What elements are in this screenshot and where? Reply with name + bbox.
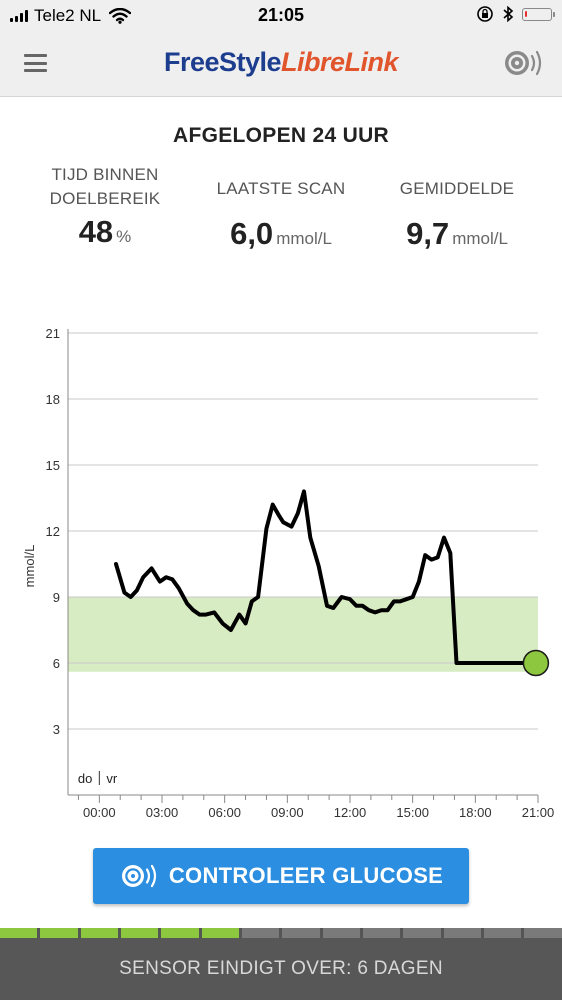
logo-librelink: LibreLink	[281, 47, 399, 77]
sensor-day-segment	[403, 928, 441, 938]
time-in-range-stat: TIJD BINNEN DOELBEREIK 48%	[30, 163, 180, 250]
last-scan-stat: LAATSTE SCAN 6,0 mmol/L	[196, 177, 366, 252]
sensor-day-segment	[80, 928, 119, 938]
day-label-current: vr	[106, 771, 118, 786]
sensor-scan-icon[interactable]	[502, 46, 542, 80]
average-value: 9,7	[406, 216, 450, 251]
sensor-day-segment	[363, 928, 401, 938]
y-tick-label: 18	[46, 392, 60, 407]
x-tick-label: 09:00	[271, 805, 304, 820]
target-range-band	[68, 597, 538, 672]
sensor-day-segment	[282, 928, 320, 938]
x-tick-label: 03:00	[146, 805, 179, 820]
time-in-range-value: 48	[78, 214, 114, 249]
y-tick-label: 6	[53, 656, 60, 671]
x-tick-label: 21:00	[522, 805, 555, 820]
sensor-day-segment	[524, 928, 562, 938]
carrier-name: Tele2 NL	[34, 6, 102, 25]
y-tick-label: 12	[46, 524, 60, 539]
average-unit: mmol/L	[452, 229, 508, 248]
time-in-range-label-1: TIJD BINNEN	[51, 165, 159, 184]
x-tick-label: 18:00	[459, 805, 492, 820]
sensor-day-segment	[484, 928, 522, 938]
x-tick-label: 06:00	[208, 805, 241, 820]
time-in-range-unit: %	[116, 227, 132, 246]
y-tick-label: 15	[46, 458, 60, 473]
sensor-scan-icon	[121, 864, 156, 888]
last-scan-label: LAATSTE SCAN	[216, 179, 346, 198]
current-glucose-point	[522, 649, 550, 677]
average-stat: GEMIDDELDE 9,7 mmol/L	[372, 177, 542, 252]
sensor-day-segment	[121, 928, 159, 938]
sensor-day-segment	[0, 928, 38, 938]
x-tick-label: 12:00	[334, 805, 367, 820]
period-title: AFGELOPEN 24 UUR	[173, 124, 389, 147]
check-glucose-button[interactable]: CONTROLEER GLUCOSE	[93, 848, 469, 904]
clock: 21:05	[257, 5, 305, 25]
sensor-life-footer: SENSOR EINDIGT OVER: 6 DAGEN	[0, 938, 562, 1000]
sensor-day-segment	[322, 928, 361, 938]
status-bar: Tele2 NL 21:05	[0, 0, 562, 32]
y-tick-label: 9	[53, 590, 60, 605]
y-tick-label: 21	[46, 326, 60, 341]
sensor-day-segment	[443, 928, 482, 938]
sensor-day-segment	[161, 928, 199, 938]
x-tick-label: 15:00	[396, 805, 429, 820]
cellular-signal-icon	[10, 10, 28, 22]
rotation-lock-icon	[477, 6, 493, 22]
sensor-day-segment	[201, 928, 240, 938]
hamburger-menu-icon[interactable]	[24, 54, 47, 72]
last-scan-value: 6,0	[230, 216, 274, 251]
y-tick-label: 3	[53, 722, 60, 737]
last-scan-unit: mmol/L	[276, 229, 332, 248]
sensor-life-progress	[0, 928, 562, 938]
app-header: FreeStyleLibreLink	[0, 32, 562, 97]
x-tick-label: 00:00	[83, 805, 116, 820]
y-axis-title: mmol/L	[22, 545, 37, 588]
logo-freestyle: FreeStyle	[163, 47, 282, 77]
app-logo: FreeStyleLibreLink	[0, 47, 562, 78]
wifi-icon	[109, 8, 132, 24]
battery-level	[525, 10, 527, 17]
check-glucose-label: CONTROLEER GLUCOSE	[168, 863, 444, 888]
sensor-day-segment	[40, 928, 78, 938]
time-in-range-label-2: DOELBEREIK	[49, 189, 161, 208]
average-label: GEMIDDELDE	[399, 179, 515, 198]
sensor-day-segment	[242, 928, 280, 938]
bluetooth-icon	[503, 5, 514, 23]
carrier-indicator: Tele2 NL	[10, 6, 132, 26]
glucose-line	[114, 489, 538, 665]
battery-icon	[522, 7, 555, 21]
sensor-life-text: SENSOR EINDIGT OVER: 6 DAGEN	[119, 958, 443, 979]
day-label-previous: do	[78, 771, 92, 786]
glucose-24h-chart: 3 6 9 12 15 18 21 mmol/L 00:00 03:00 06:00 09:00 12:…	[22, 326, 555, 820]
